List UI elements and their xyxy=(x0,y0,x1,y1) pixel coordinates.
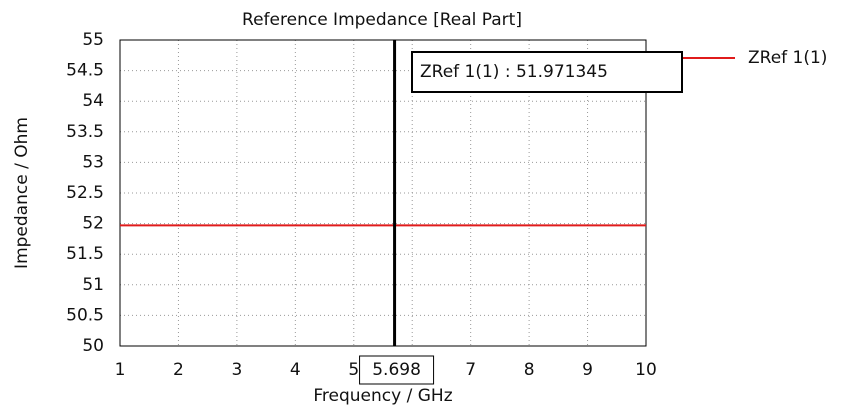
x-tick-label: 9 xyxy=(582,360,593,380)
marker-x-box xyxy=(359,355,435,385)
x-tick-label: 2 xyxy=(173,360,184,380)
x-axis-label: Frequency / GHz xyxy=(313,386,452,406)
x-tick-label: 5 xyxy=(348,360,359,380)
x-tick-label: 7 xyxy=(465,360,476,380)
marker-label-box xyxy=(411,51,683,93)
x-tick-label: 4 xyxy=(290,360,301,380)
y-tick-label: 50 xyxy=(82,336,104,356)
marker-label: ZRef 1(1) : 51.971345 xyxy=(420,62,608,82)
marker-x-label: 5.698 xyxy=(372,360,421,380)
x-tick-label: 10 xyxy=(635,360,657,380)
plot-frame xyxy=(119,39,647,347)
y-tick-label: 52 xyxy=(82,214,104,234)
y-tick-label: 50.5 xyxy=(66,305,104,325)
legend-label: ZRef 1(1) xyxy=(748,48,827,68)
y-tick-label: 54 xyxy=(82,91,104,111)
y-tick-label: 52.5 xyxy=(66,183,104,203)
x-tick-label: 3 xyxy=(231,360,242,380)
x-tick-label: 8 xyxy=(524,360,535,380)
y-tick-label: 51 xyxy=(82,275,104,295)
x-tick-label: 1 xyxy=(115,360,126,380)
y-tick-label: 55 xyxy=(82,30,104,50)
y-tick-label: 53 xyxy=(82,152,104,172)
y-tick-label: 53.5 xyxy=(66,122,104,142)
y-axis-label: Impedance / Ohm xyxy=(12,117,32,269)
chart-title: Reference Impedance [Real Part] xyxy=(242,10,522,30)
y-tick-label: 51.5 xyxy=(66,244,104,264)
y-tick-label: 54.5 xyxy=(66,61,104,81)
